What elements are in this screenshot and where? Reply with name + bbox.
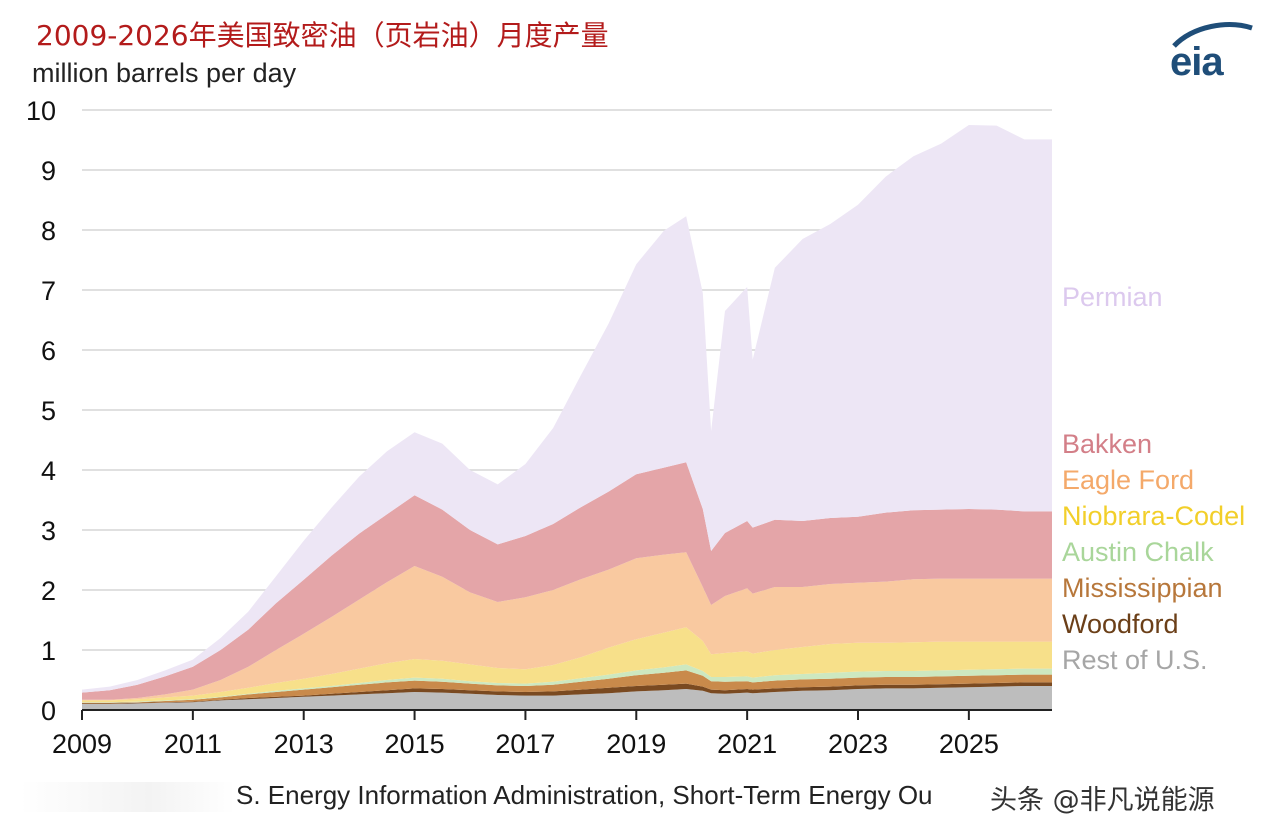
source-text: S. Energy Information Administration, Sh… [236,780,933,810]
series-label-rest-of-u-s-: Rest of U.S. [1062,645,1208,675]
y-tick-label: 5 [41,396,56,426]
source-note: S. Energy Information Administration, Sh… [26,780,933,811]
y-tick-label: 7 [41,276,56,306]
area-series-woodford [82,682,1052,704]
x-tick-label: 2019 [606,729,666,759]
area-series-mississippian [82,670,1052,704]
x-tick-label: 2009 [52,729,112,759]
logo-swoosh-icon [1172,22,1253,48]
area-series-rest-of-u-s- [82,686,1052,710]
eia-logo: eia [1168,20,1258,84]
y-tick-label: 1 [41,636,56,666]
y-tick-label: 4 [41,456,56,486]
series-label-bakken: Bakken [1062,429,1152,459]
y-tick-label: 0 [41,696,56,726]
y-tick-label: 10 [26,96,56,126]
x-tick-label: 2025 [939,729,999,759]
x-tick-label: 2015 [385,729,445,759]
x-tick-label: 2013 [274,729,334,759]
series-label-mississippian: Mississippian [1062,573,1223,603]
series-label-austin-chalk: Austin Chalk [1062,537,1214,567]
y-tick-label: 2 [41,576,56,606]
area-series-niobrara-codell [82,627,1052,703]
area-series-austin-chalk [82,664,1052,703]
y-tick-label: 6 [41,336,56,366]
x-tick-label: 2023 [828,729,888,759]
area-series-eagle-ford [82,552,1052,701]
chart-title: 2009-2026年美国致密油（页岩油）月度产量 [36,19,609,52]
y-tick-label: 8 [41,216,56,246]
x-tick-label: 2017 [495,729,555,759]
source-fade [20,782,235,812]
area-series-bakken [82,462,1052,700]
series-label-eagle-ford: Eagle Ford [1062,465,1194,495]
area-series-permian [82,125,1052,693]
y-tick-label: 9 [41,156,56,186]
x-tick-label: 2011 [164,729,222,759]
series-label-niobrara-codel: Niobrara-Codel [1062,501,1245,531]
y-axis-unit-label: million barrels per day [32,58,297,88]
x-tick-label: 2021 [717,729,777,759]
series-label-permian: Permian [1062,282,1163,312]
logo-text: eia [1170,40,1224,84]
watermark: 头条 @非凡说能源 [990,785,1215,816]
y-tick-label: 3 [41,516,56,546]
series-label-woodford: Woodford [1062,609,1179,639]
